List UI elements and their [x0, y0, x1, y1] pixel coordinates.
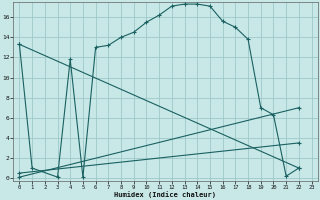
X-axis label: Humidex (Indice chaleur): Humidex (Indice chaleur) [115, 191, 217, 198]
